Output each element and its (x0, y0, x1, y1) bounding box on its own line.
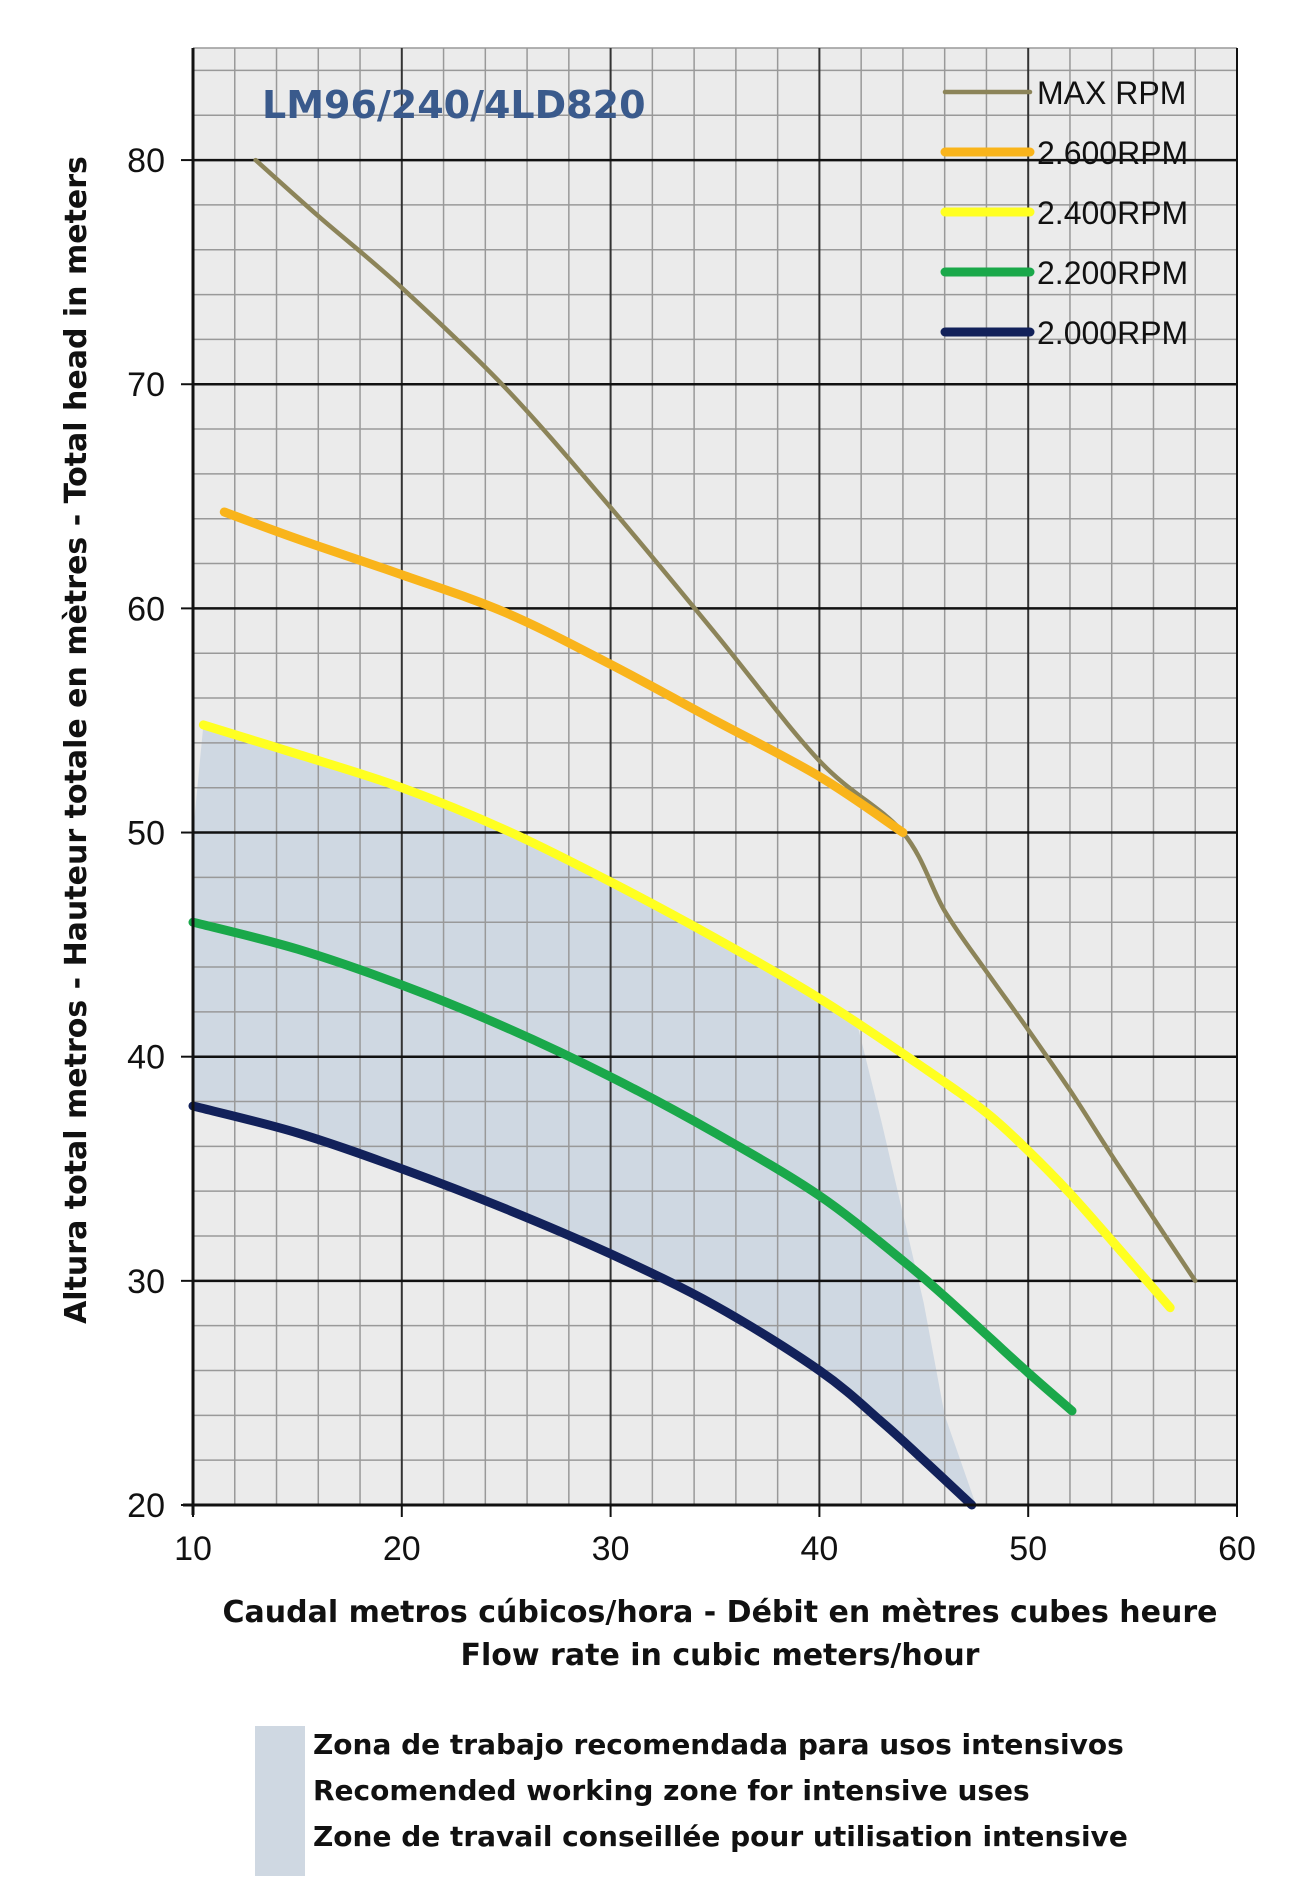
x-tick-label: 30 (592, 1530, 630, 1568)
legend: MAX RPM 2.600RPM 2.400RPM 2.200RPM 2.000RPM (940, 75, 1188, 351)
x-tick-label: 40 (800, 1530, 838, 1568)
zone-legend-swatch (255, 1726, 305, 1876)
y-tick-label: 40 (127, 1039, 165, 1077)
y-tick-label: 70 (127, 366, 165, 404)
zone-legend-line-en: Recomended working zone for intensive us… (313, 1774, 1030, 1807)
y-axis-title: Altura total metros - Hauteur totale en … (59, 156, 94, 1324)
y-tick-label: 60 (127, 590, 165, 628)
zone-legend-line-fr: Zone de travail conseillée pour utilisat… (313, 1820, 1128, 1853)
series-line-2-400rpm (198, 720, 1175, 1313)
series-line-max-rpm (253, 157, 1198, 1284)
series-layer (188, 157, 1198, 1510)
axes (183, 48, 1238, 1515)
legend-label: 2.200RPM (1037, 255, 1188, 291)
zone-legend-line-es: Zona de trabajo recomendada para usos in… (313, 1728, 1124, 1761)
x-tick-label: 50 (1009, 1530, 1047, 1568)
y-tick-label: 20 (127, 1487, 165, 1525)
chart-title: LM96/240/4LD820 (262, 83, 646, 127)
y-tick-label: 80 (127, 142, 165, 180)
x-axis-title-line1: Caudal metros cúbicos/hora - Débit en mè… (223, 1595, 1218, 1630)
recommended-zone-area (193, 724, 976, 1505)
y-tick-label: 50 (127, 815, 165, 853)
grid-minor (193, 47, 1237, 1505)
legend-label: 2.400RPM (1037, 195, 1188, 231)
x-tick-label: 20 (383, 1530, 421, 1568)
series-line-2-600rpm (219, 507, 908, 837)
series-line-2-000rpm (188, 1101, 977, 1510)
legend-label: 2.000RPM (1037, 315, 1188, 351)
x-tick-label: 10 (174, 1530, 212, 1568)
y-tick-label: 30 (127, 1263, 165, 1301)
series-line-2-200rpm (188, 917, 1077, 1416)
x-tick-label: 60 (1218, 1530, 1256, 1568)
legend-label: 2.600RPM (1037, 135, 1188, 171)
zone-legend-text: Zona de trabajo recomendada para usos in… (313, 1722, 1128, 1860)
x-axis-title-line2: Flow rate in cubic meters/hour (461, 1638, 980, 1673)
legend-label: MAX RPM (1037, 75, 1186, 111)
